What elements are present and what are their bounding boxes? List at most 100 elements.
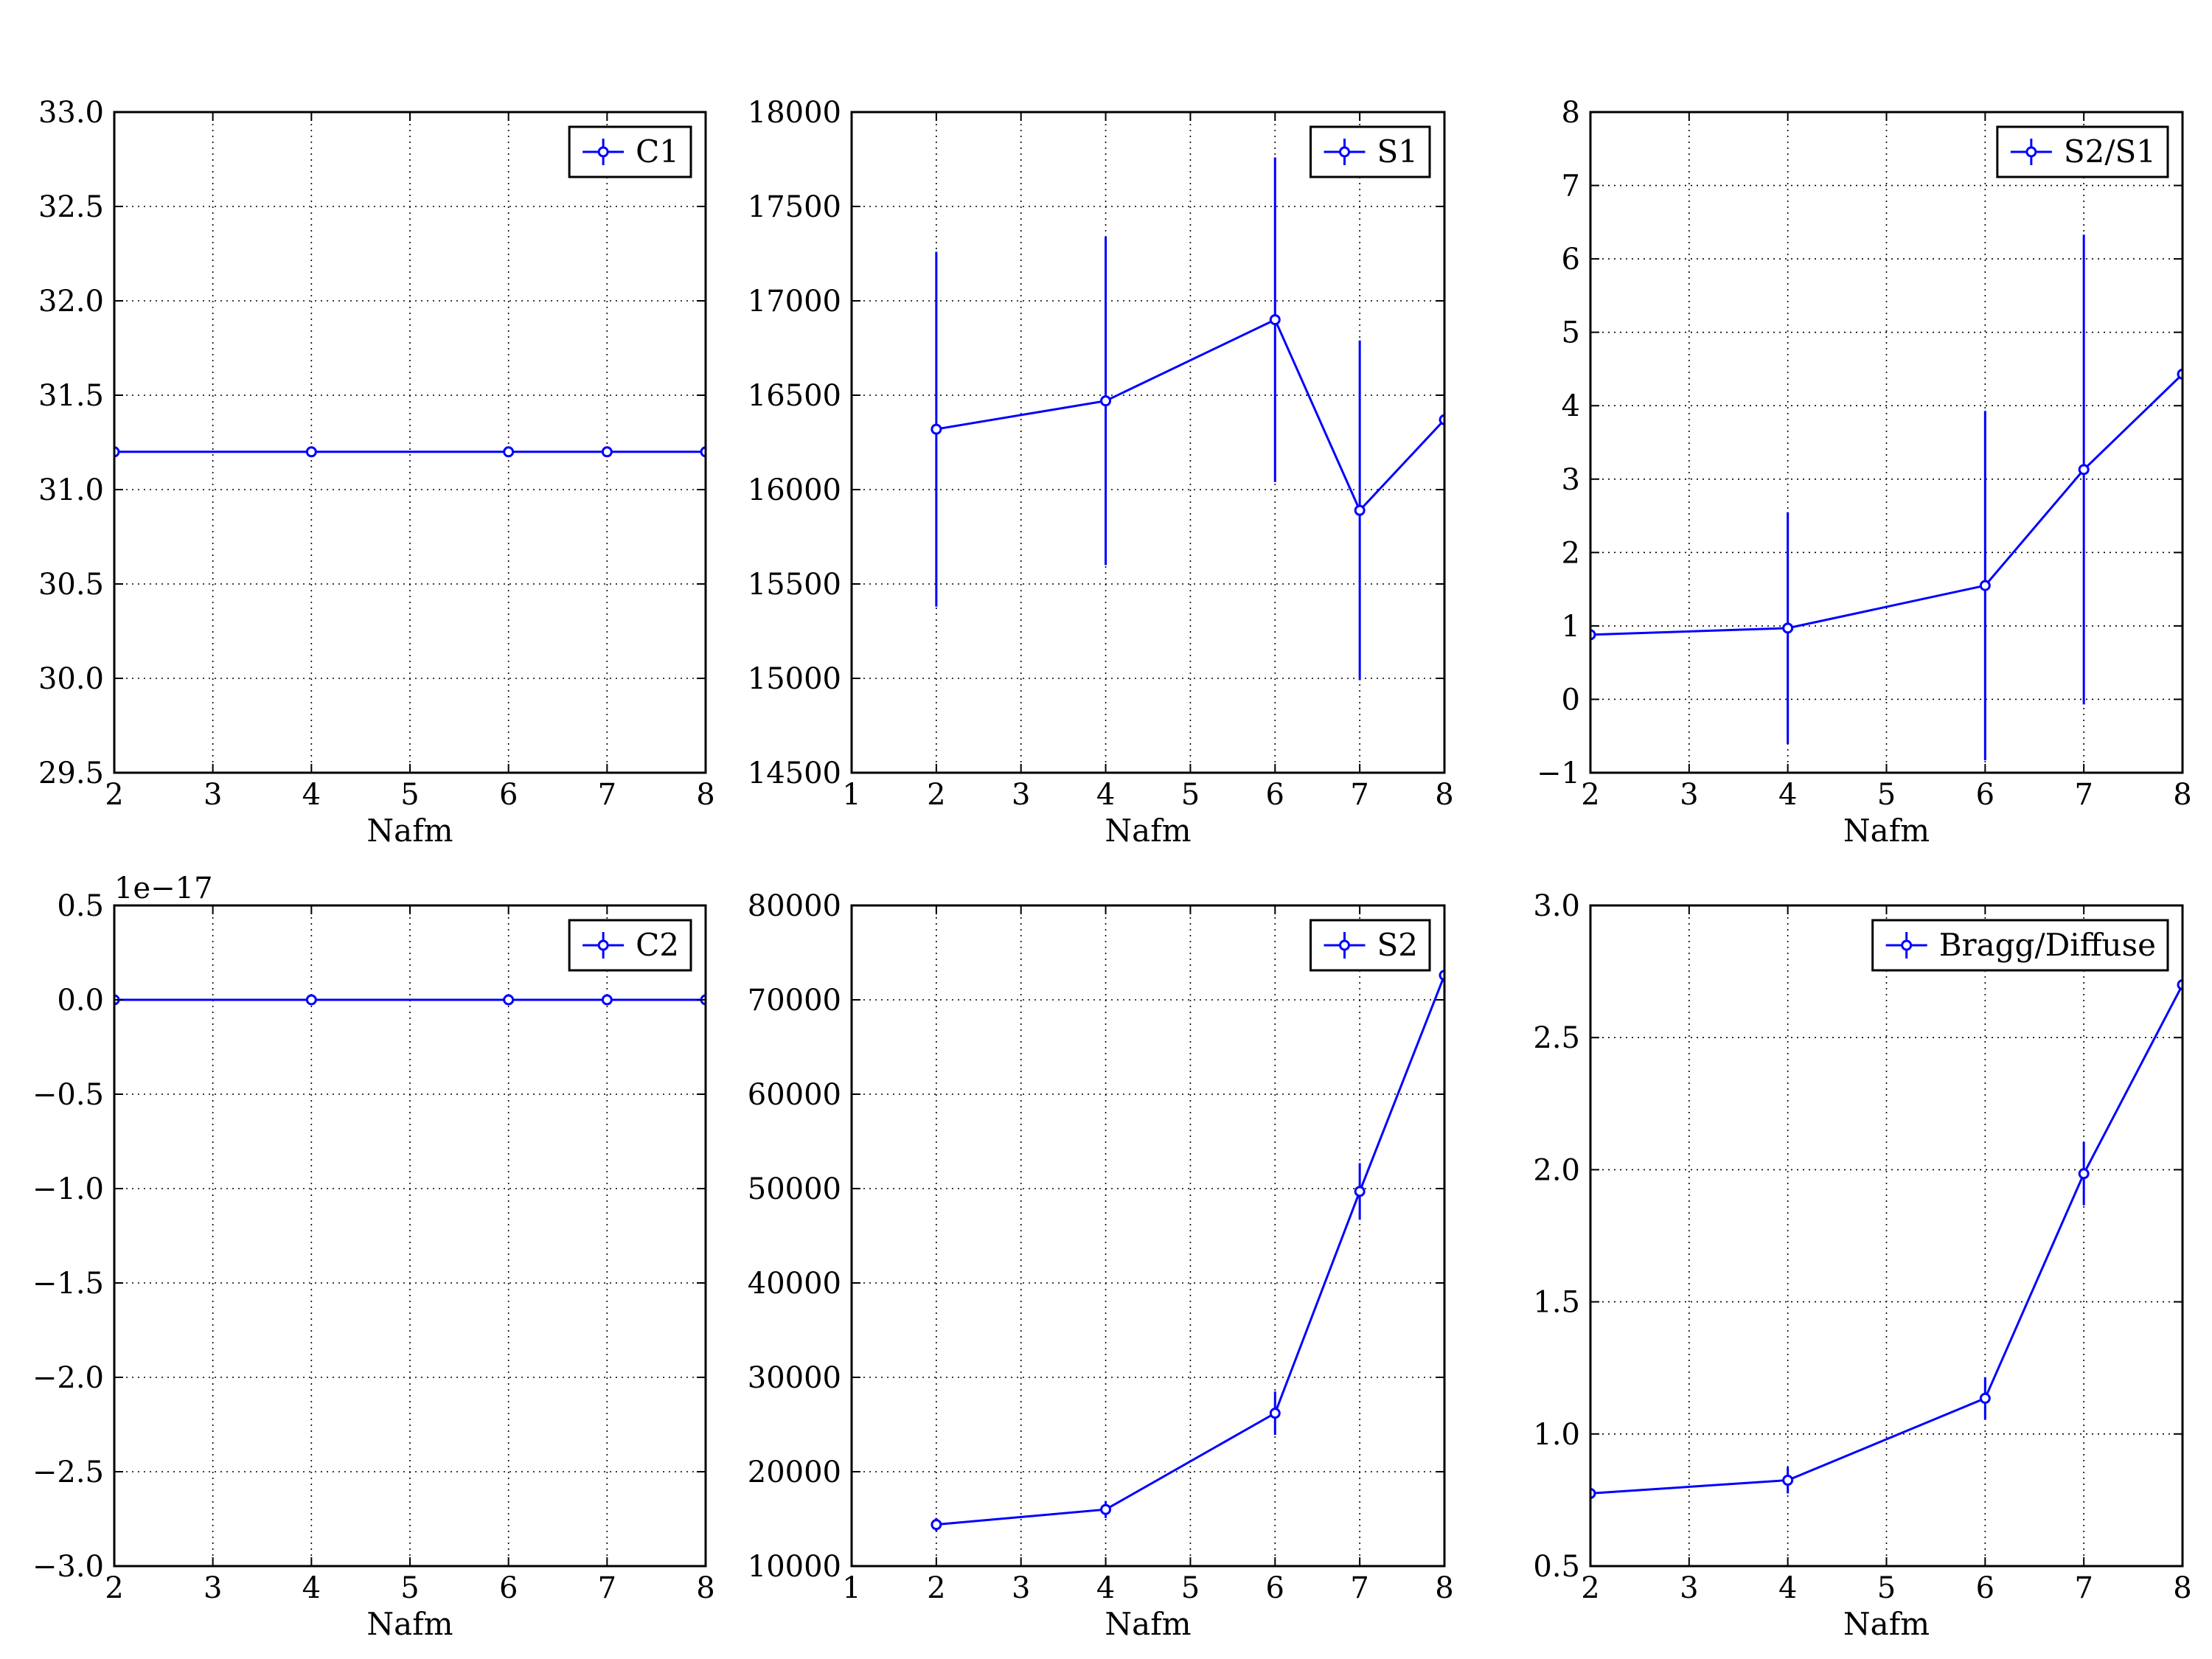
- x-tick-label: 3: [1012, 778, 1030, 812]
- legend: S1: [1310, 125, 1431, 178]
- y-tick-label: 16000: [748, 473, 841, 507]
- x-tick-label: 6: [1976, 1571, 1994, 1605]
- y-tick-label: 15000: [748, 662, 841, 696]
- legend-marker: [2025, 146, 2037, 158]
- data-point: [2078, 1168, 2090, 1180]
- subplot-1: 1 2 3 4 5 6 7 8 14500 15000 15500 16000 16500 17000 17…: [748, 96, 1454, 849]
- legend-label: S2: [1377, 927, 1419, 963]
- x-tick-label: 2: [105, 778, 123, 812]
- x-tick-label: 7: [598, 778, 616, 812]
- series-S2: [931, 970, 1444, 1531]
- data-point: [1354, 504, 1366, 516]
- y-tick-label: 29.5: [38, 757, 104, 790]
- x-tick-label: 5: [1181, 778, 1200, 812]
- series-S1: [931, 157, 1444, 681]
- data-point: [931, 1519, 942, 1531]
- data-point: [503, 994, 515, 1006]
- y-tick-label: 2.0: [1533, 1153, 1580, 1187]
- y-tick-label: 2: [1562, 536, 1580, 570]
- data-point: [1782, 622, 1794, 634]
- y-tick-label: −1: [1537, 757, 1580, 790]
- y-tick-label: 1.5: [1533, 1286, 1580, 1320]
- data-point: [305, 446, 317, 458]
- legend: Bragg/Diffuse: [1871, 919, 2169, 972]
- x-tick-label: 5: [400, 1571, 419, 1605]
- x-tick-label: 7: [2074, 778, 2093, 812]
- data-point: [1100, 1503, 1112, 1515]
- subplot-2: 2 3 4 5 6 7 8 −1 0 1 2 3 4 5 6 7 8 Nafm S2/S1: [1537, 96, 2192, 849]
- legend-label: S1: [1377, 133, 1419, 170]
- series-C2: [114, 994, 706, 1006]
- y-tick-label: 0.5: [1533, 1550, 1580, 1584]
- y-offset-text: 1e−17: [114, 872, 213, 905]
- legend-label: C1: [636, 133, 679, 170]
- x-tick-label: 1: [842, 778, 860, 812]
- x-tick-label: 4: [1778, 1571, 1797, 1605]
- y-tick-label: 30000: [748, 1361, 841, 1395]
- legend-label: C2: [636, 927, 679, 963]
- y-tick-label: 16500: [748, 379, 841, 413]
- y-tick-label: −1.5: [32, 1267, 104, 1301]
- y-tick-label: 17500: [748, 190, 841, 224]
- y-tick-label: 8: [1562, 96, 1580, 130]
- x-tick-label: 6: [1266, 778, 1284, 812]
- x-axis-label: Nafm: [366, 1606, 453, 1642]
- y-tick-label: 70000: [748, 984, 841, 1018]
- y-tick-label: 18000: [748, 96, 841, 130]
- x-tick-label: 4: [302, 1571, 321, 1605]
- x-tick-label: 2: [1581, 778, 1599, 812]
- y-tick-label: 1.0: [1533, 1418, 1580, 1452]
- x-tick-label: 8: [696, 1571, 714, 1605]
- legend-marker: [597, 939, 609, 951]
- y-tick-label: 1: [1562, 610, 1580, 644]
- legend-label: S2/S1: [2064, 133, 2156, 170]
- x-tick-label: 7: [598, 1571, 616, 1605]
- x-tick-label: 2: [105, 1571, 123, 1605]
- subplot-4: 1 2 3 4 5 6 7 8 10000 20000 30000 40000 50000 60000 70…: [748, 889, 1454, 1642]
- y-tick-label: −0.5: [32, 1078, 104, 1112]
- x-tick-label: 2: [927, 1571, 945, 1605]
- x-tick-label: 4: [1778, 778, 1797, 812]
- x-axis-label: Nafm: [366, 813, 453, 849]
- legend: C2: [568, 919, 692, 972]
- x-tick-label: 5: [1877, 1571, 1896, 1605]
- x-tick-label: 6: [499, 778, 518, 812]
- y-tick-label: −1.0: [32, 1172, 104, 1206]
- y-tick-label: −2.5: [32, 1455, 104, 1489]
- axes-frame: [850, 904, 1446, 1568]
- y-tick-label: 10000: [748, 1550, 841, 1584]
- y-tick-label: 33.0: [38, 96, 104, 130]
- data-point: [1979, 580, 1991, 591]
- subplot-5: 2 3 4 5 6 7 8 0.5 1.0 1.5 2.0 2.5 3.0 Nafm Bragg/Diffu…: [1533, 889, 2191, 1642]
- x-tick-label: 6: [1976, 778, 1994, 812]
- y-tick-label: 14500: [748, 757, 841, 790]
- subplot-0: 2 3 4 5 6 7 8 29.5 30.0 30.5 31.0 31.5 32.0 32.5 33.0 N…: [38, 96, 715, 849]
- series-line: [936, 975, 1444, 1526]
- y-tick-label: 20000: [748, 1455, 841, 1489]
- data-point: [1354, 1186, 1366, 1197]
- data-point: [931, 423, 942, 435]
- x-tick-label: 7: [1350, 778, 1368, 812]
- y-tick-label: 2.5: [1533, 1021, 1580, 1055]
- x-tick-label: 6: [1266, 1571, 1284, 1605]
- y-tick-label: 3: [1562, 463, 1580, 497]
- x-tick-label: 5: [1877, 778, 1896, 812]
- data-point: [2078, 464, 2090, 476]
- legend-label: Bragg/Diffuse: [1939, 927, 2156, 963]
- y-tick-label: 7: [1562, 170, 1580, 204]
- data-point: [1269, 1408, 1281, 1419]
- x-tick-label: 5: [1181, 1571, 1200, 1605]
- y-tick-label: 80000: [748, 889, 841, 923]
- legend-marker: [1901, 939, 1913, 951]
- x-tick-label: 4: [1096, 778, 1115, 812]
- series-S2/S1: [1590, 234, 2183, 761]
- x-tick-label: 4: [1096, 1571, 1115, 1605]
- data-point: [601, 446, 613, 458]
- x-tick-label: 3: [1012, 1571, 1030, 1605]
- y-tick-label: 4: [1562, 389, 1580, 423]
- data-point: [1979, 1392, 1991, 1404]
- data-point: [1100, 395, 1112, 407]
- series-line: [1590, 984, 2183, 1495]
- x-tick-label: 8: [1435, 1571, 1453, 1605]
- y-tick-label: 3.0: [1533, 889, 1580, 923]
